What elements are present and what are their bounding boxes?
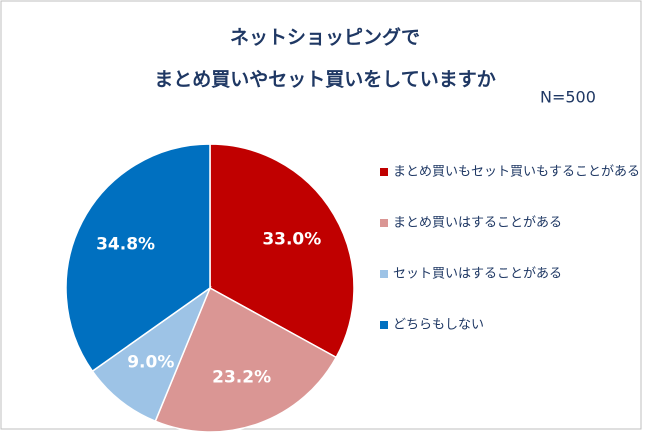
- legend-label: まとめ買いはすることがある: [393, 216, 562, 231]
- annotation: N=500: [540, 88, 596, 107]
- pie-slice: [154, 286, 338, 433]
- data-label: 23.2%: [212, 368, 271, 388]
- chart-title: まとめ買いやセット買いをしていますか: [154, 69, 495, 91]
- legend-swatch: [380, 270, 388, 278]
- legend-label: まとめ買いもセット買いもすることがある: [393, 165, 640, 180]
- data-label: 33.0%: [262, 230, 321, 250]
- chart-title: ネットショッピングで: [230, 26, 420, 49]
- legend-label: セット買いはすることがある: [393, 267, 562, 282]
- legend: まとめ買いもセット買いもすることがあるまとめ買いはすることがあるセット買いはする…: [380, 165, 640, 333]
- legend-swatch: [380, 168, 388, 176]
- pie: 33.0% 23.2% 9.0% 34.8%: [65, 143, 355, 433]
- data-label: 9.0%: [127, 352, 174, 372]
- legend-label: どちらもしない: [393, 318, 484, 333]
- pie-slice: [209, 143, 355, 359]
- legend-swatch: [380, 219, 388, 227]
- data-label: 34.8%: [96, 234, 155, 254]
- pie-slice: [65, 143, 211, 373]
- legend-swatch: [380, 321, 388, 329]
- pie-slice: [91, 285, 212, 423]
